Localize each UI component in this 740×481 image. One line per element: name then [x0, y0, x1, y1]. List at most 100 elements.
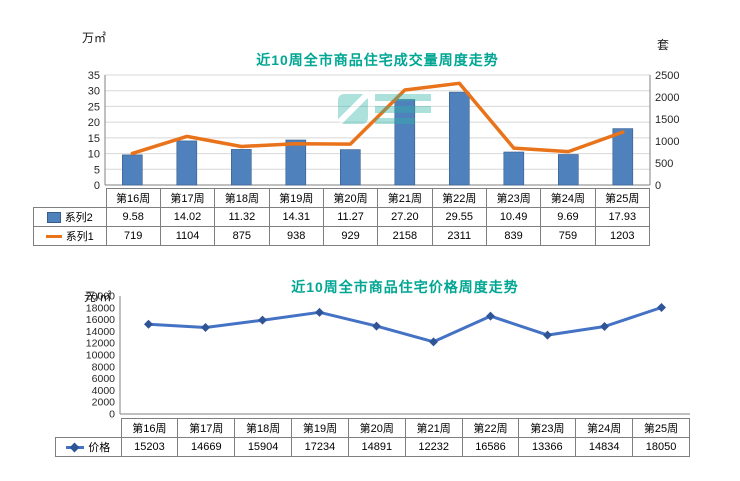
value-cell: 10.49 — [485, 207, 542, 227]
value-cell: 759 — [540, 226, 596, 246]
volume-line-series — [130, 81, 625, 156]
value-cell: 11.27 — [322, 207, 379, 227]
category-cell: 第24周 — [575, 418, 634, 438]
price-tick-label: 20000 — [86, 291, 115, 303]
volume-right-tick-label: 500 — [655, 158, 673, 170]
category-cell: 第23周 — [485, 188, 542, 208]
volume-data-table: 第16周 第17周 第18周 第19周 第20周 第21周 第22周 第23周 第24周 第25周… — [33, 188, 651, 246]
volume-left-axis-unit: 万㎡ — [82, 31, 107, 45]
volume-bar — [612, 128, 634, 186]
volume-bar — [231, 149, 252, 186]
volume-right-axis-unit: 套 — [657, 38, 670, 52]
value-cell: 13366 — [518, 437, 577, 457]
price-line-series — [148, 306, 662, 344]
value-cell: 14834 — [575, 437, 634, 457]
category-cell: 第20周 — [322, 188, 379, 208]
value-cell: 9.58 — [105, 207, 161, 227]
price-axis-unit: 元/㎡ — [84, 290, 112, 304]
volume-left-tick-label: 10 — [88, 149, 100, 161]
volume-bar — [122, 154, 143, 186]
value-cell: 875 — [214, 226, 270, 246]
value-cell: 18050 — [632, 437, 690, 457]
category-cell: 第20周 — [347, 418, 406, 438]
volume-right-tick-label: 2500 — [655, 70, 679, 82]
value-cell: 15203 — [120, 437, 179, 457]
value-cell: 14.02 — [159, 207, 216, 227]
volume-right-tick-label: 1500 — [655, 114, 679, 126]
value-cell: 12232 — [404, 437, 463, 457]
value-cell: 17.93 — [594, 207, 651, 227]
value-cell: 1104 — [159, 226, 216, 246]
value-cell: 29.55 — [431, 207, 487, 227]
series-name-label: 系列1 — [65, 231, 94, 243]
volume-bar — [448, 91, 470, 186]
watermark-text-block — [375, 94, 431, 124]
price-data-table: 第16周 第17周 第18周 第19周 第20周 第21周 第22周 第23周 第24周 第25周… — [55, 418, 690, 457]
series-name-label: 价格 — [88, 442, 111, 454]
price-marker — [657, 303, 666, 313]
legend-cell: 价格 — [55, 437, 122, 457]
category-cell: 第22周 — [431, 188, 487, 208]
line-diamond-legend-icon — [66, 442, 85, 452]
watermark — [338, 94, 431, 124]
price-tick-label: 10000 — [86, 350, 115, 362]
price-marker — [429, 337, 438, 347]
value-cell: 14669 — [177, 437, 236, 457]
volume-chart-title: 近10周全市商品住宅成交量周度走势 — [256, 52, 499, 68]
value-cell: 2311 — [431, 226, 487, 246]
legend-cell: 系列1 — [33, 226, 107, 246]
volume-bar — [339, 149, 361, 186]
volume-left-tick-label: 0 — [94, 180, 100, 192]
value-cell: 9.69 — [540, 207, 596, 227]
volume-left-tick-label: 5 — [94, 164, 100, 176]
category-cell: 第16周 — [120, 418, 179, 438]
table-corner-spacer — [56, 419, 122, 438]
price-tick-label: 2000 — [92, 397, 116, 409]
price-tick-label: 0 — [109, 409, 115, 421]
price-marker — [144, 319, 153, 329]
price-marker — [486, 311, 495, 321]
volume-right-tick-label: 0 — [655, 180, 661, 192]
value-cell: 14891 — [347, 437, 406, 457]
value-cell: 1203 — [594, 226, 651, 246]
bar-series-legend-icon — [46, 211, 61, 223]
category-cell: 第22周 — [461, 418, 520, 438]
value-cell: 17234 — [291, 437, 349, 457]
category-cell: 第18周 — [214, 188, 270, 208]
line-series-legend-icon — [45, 234, 62, 238]
price-marker — [315, 307, 324, 317]
price-marker — [201, 322, 210, 332]
value-cell: 14.31 — [268, 207, 324, 227]
value-cell: 27.20 — [377, 207, 433, 227]
value-cell: 839 — [485, 226, 542, 246]
price-marker — [543, 330, 552, 340]
price-marker — [600, 321, 609, 331]
category-cell: 第21周 — [404, 418, 463, 438]
volume-bar — [503, 151, 525, 186]
volume-left-tick-label: 35 — [88, 70, 100, 82]
value-cell: 16586 — [461, 437, 520, 457]
category-cell: 第18周 — [234, 418, 293, 438]
category-cell: 第24周 — [540, 188, 596, 208]
volume-bar — [557, 154, 579, 186]
price-marker — [258, 315, 267, 325]
volume-bar — [394, 99, 416, 186]
legend-cell: 系列2 — [33, 207, 107, 227]
volume-left-tick-label: 15 — [88, 133, 100, 145]
price-tick-label: 14000 — [86, 326, 115, 338]
volume-bar — [176, 140, 198, 186]
volume-left-tick-label: 20 — [88, 117, 100, 129]
value-cell: 929 — [322, 226, 379, 246]
value-cell: 719 — [105, 226, 161, 246]
category-cell: 第25周 — [594, 188, 651, 208]
value-cell: 11.32 — [214, 207, 270, 227]
price-tick-label: 16000 — [86, 314, 115, 326]
price-chart-title: 近10周全市商品住宅价格周度走势 — [291, 279, 519, 295]
category-cell: 第16周 — [105, 188, 161, 208]
category-cell: 第19周 — [268, 188, 324, 208]
category-cell: 第21周 — [377, 188, 433, 208]
value-cell: 15904 — [234, 437, 293, 457]
table-corner-spacer — [34, 189, 107, 208]
category-cell: 第17周 — [177, 418, 236, 438]
